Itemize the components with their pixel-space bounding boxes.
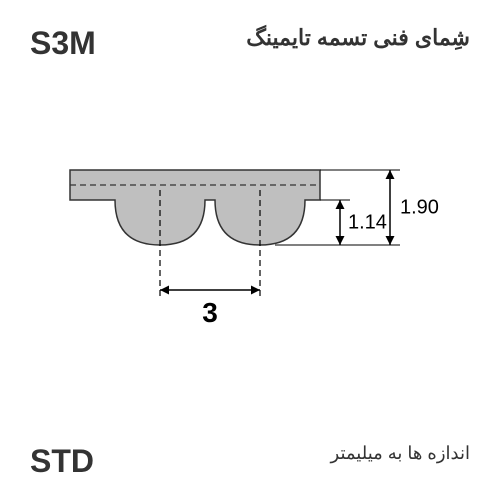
belt-profile — [70, 170, 320, 245]
pitch-value: 3 — [202, 297, 218, 328]
units-label: اندازه ها به میلیمتر — [331, 443, 470, 480]
header: S3M شِمای فنی تسمه تایمینگ — [0, 0, 500, 62]
belt-profile-diagram: 3 1.14 1.90 — [0, 140, 500, 400]
total-height-value: 1.90 — [400, 197, 439, 219]
diagram-svg: 3 1.14 1.90 — [0, 140, 500, 400]
tooth-height-value: 1.14 — [348, 212, 387, 234]
page-title: شِمای فنی تسمه تایمینگ — [246, 25, 470, 51]
std-label: STD — [30, 443, 94, 480]
footer: STD اندازه ها به میلیمتر — [0, 443, 500, 480]
belt-code: S3M — [30, 25, 96, 62]
